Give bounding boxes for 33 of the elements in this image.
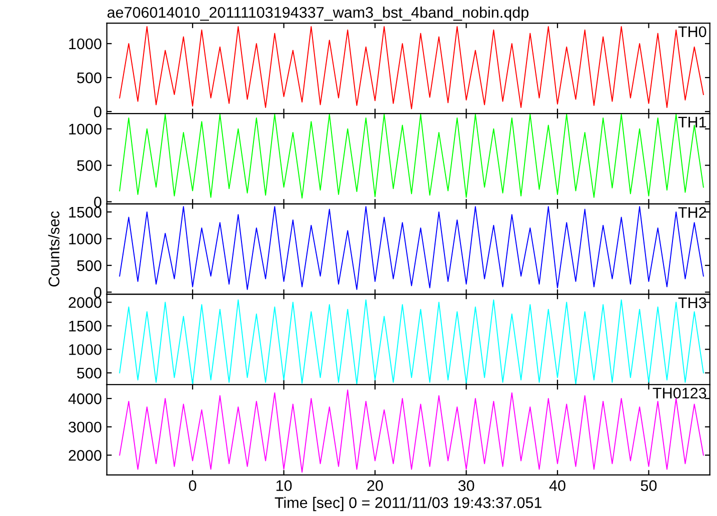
- y-tick-label: 0: [94, 196, 102, 208]
- y-tick-label: 2000: [68, 297, 102, 308]
- series-label: TH2: [678, 207, 706, 218]
- y-tick-label: 500: [77, 72, 102, 84]
- y-tick-label: 0: [94, 287, 102, 298]
- y-tick-label: 1000: [69, 344, 102, 356]
- x-axis-title: Time [sec] 0 = 2011/11/03 19:43:37.051: [274, 496, 542, 512]
- series-label: TH0123: [652, 388, 706, 399]
- y-tick-label: 1000: [69, 38, 102, 50]
- y-axis-title: Counts/sec: [48, 211, 60, 287]
- y-tick-label: 3000: [68, 422, 102, 433]
- x-tick-label: 20: [367, 480, 383, 492]
- line-series: [119, 114, 704, 199]
- x-tick-label: 30: [458, 480, 474, 492]
- x-tick-label: 40: [549, 480, 566, 492]
- y-tick-label: 1500: [69, 320, 102, 332]
- y-tick-label: 1500: [69, 206, 102, 218]
- y-tick-label: 1000: [69, 234, 102, 244]
- series-label: TH3: [678, 297, 706, 308]
- series-label: TH0: [678, 26, 706, 38]
- y-tick-label: 1000: [69, 124, 102, 135]
- y-tick-label: 500: [77, 368, 102, 379]
- y-tick-label: 500: [77, 160, 102, 171]
- y-tick-label: 500: [77, 260, 102, 272]
- y-tick-label: 4000: [68, 393, 102, 404]
- x-tick-label: 50: [640, 480, 657, 492]
- x-tick-label: 0: [188, 480, 196, 492]
- series-label: TH1: [678, 116, 706, 128]
- chart-title: ae706014010_20111103194337_wam3_bst_4band_nobin.qdp: [107, 6, 528, 21]
- line-series: [119, 206, 704, 290]
- x-tick-label: 10: [276, 480, 292, 492]
- y-tick-label: 2000: [68, 450, 102, 461]
- y-tick-label: 0: [94, 106, 102, 118]
